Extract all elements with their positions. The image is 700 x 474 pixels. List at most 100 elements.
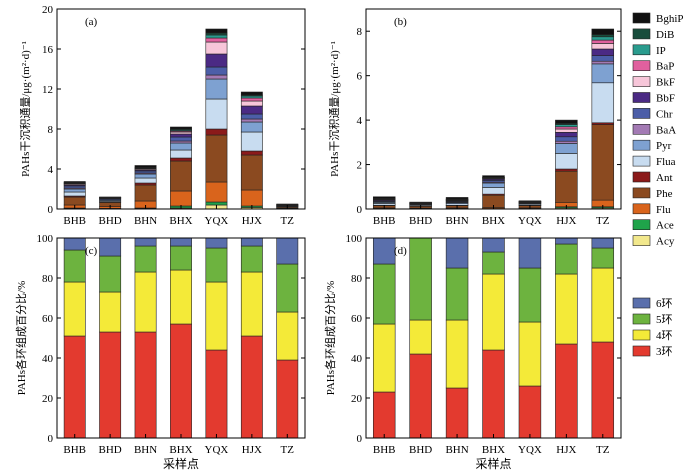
legend-swatch-Ant — [632, 171, 651, 183]
legend-label-BghiP: BghiP — [656, 13, 684, 25]
bar-segment-TZ-BaP — [591, 39, 615, 44]
bar-segment-BHX-Flua — [482, 187, 505, 195]
bar-segment-BHD-5环 — [99, 255, 122, 293]
x-tick-label: HJX — [242, 444, 262, 456]
bar-segment-BHB-3环 — [372, 391, 396, 439]
bar-segment-TZ-3环 — [591, 341, 615, 439]
bar-segment-YQX-Ant — [205, 128, 228, 136]
y-tick-label: 100 — [37, 233, 54, 245]
x-tick-label: TZ — [596, 215, 610, 227]
bar-segment-HJX-Ant — [555, 168, 578, 172]
bar-segment-TZ-5环 — [591, 247, 615, 269]
y-axis-label: PAHs各环组成百分比/% — [14, 281, 28, 396]
bar-segment-HJX-Phe — [555, 170, 578, 203]
bar-segment-YQX-Flu — [205, 181, 228, 203]
bar-segment-YQX-Phe — [205, 134, 228, 183]
bar-segment-BHB-Chr — [63, 185, 86, 189]
bar-segment-YQX-BbF — [205, 53, 228, 68]
bar-segment-HJX-Flu — [240, 189, 263, 207]
bar-segment-BHX-Chr — [170, 136, 192, 142]
bar-segment-BHN-3环 — [445, 387, 469, 439]
y-tick-label: 60 — [351, 313, 363, 325]
bar-segment-TZ-5环 — [276, 263, 299, 313]
x-tick-label: BHX — [169, 444, 192, 456]
y-tick-label: 0 — [48, 204, 54, 216]
y-tick-label: 8 — [48, 124, 54, 136]
legend-swatch-DiB — [632, 28, 651, 40]
y-tick-label: 20 — [351, 393, 363, 405]
legend-label-ring-3: 3环 — [656, 346, 673, 358]
x-tick-label: YQX — [518, 444, 542, 456]
bar-segment-HJX-3环 — [240, 335, 263, 439]
bar-segment-TZ-IP — [591, 36, 615, 41]
bar-segment-BHB-BghiP — [372, 196, 396, 199]
legend-label-Acy: Acy — [656, 236, 675, 248]
x-tick-label: TZ — [281, 215, 295, 227]
x-tick-label: BHX — [482, 444, 505, 456]
panel-label: (c) — [85, 245, 98, 257]
legend-swatch-Flua — [632, 155, 651, 167]
legend-rings: 6环 5环 4环 3环 — [632, 297, 673, 358]
panel-label: (d) — [394, 245, 407, 257]
bar-segment-BHX-Pyr — [482, 182, 505, 188]
bar-segment-HJX-Chr — [555, 136, 578, 142]
legend-label-Chr: Chr — [656, 108, 673, 120]
legend-label-Flua: Flua — [656, 156, 676, 168]
bar-segment-BHX-BbF — [170, 133, 192, 138]
bar-segment-BHD-5环 — [409, 237, 432, 321]
bar-segment-YQX-Chr — [205, 66, 228, 76]
bar-segment-BHX-Flu — [170, 190, 192, 207]
x-tick-label: BHD — [99, 215, 122, 227]
bar-segment-HJX-Ant — [240, 150, 263, 156]
legend-label-IP: IP — [656, 45, 666, 57]
x-tick-label: BHD — [99, 444, 122, 456]
x-tick-label: BHB — [63, 215, 86, 227]
bar-segment-TZ-DiB — [591, 34, 615, 38]
bar-segment-BHX-Phe — [170, 160, 192, 192]
bar-segment-BHD-4环 — [99, 291, 122, 333]
bar-segment-HJX-5环 — [240, 245, 263, 273]
bar-segment-BHN-Ant — [134, 182, 157, 186]
bar-segment-BHX-6环 — [482, 237, 505, 253]
bar-segment-YQX-BghiP — [518, 200, 542, 202]
x-tick-label: YQX — [205, 444, 229, 456]
y-tick-label: 0 — [48, 433, 54, 445]
bar-segment-BHN-Phe — [134, 184, 157, 202]
y-tick-label: 40 — [42, 353, 54, 365]
bar-segment-BHX-Pyr — [170, 142, 192, 151]
bar-segment-YQX-IP — [205, 34, 228, 39]
legend-swatch-ring-3 — [632, 345, 651, 357]
bar-segment-BHB-5环 — [63, 249, 86, 283]
bar-segment-HJX-BghiP — [240, 91, 263, 96]
bar-segment-BHB-Flua — [63, 191, 86, 197]
x-tick-label: BHB — [373, 215, 396, 227]
panel-label: (b) — [394, 16, 407, 28]
bar-segment-HJX-Pyr — [240, 121, 263, 133]
x-tick-label: BHN — [445, 215, 468, 227]
x-tick-label: BHD — [409, 444, 432, 456]
bar-segment-BHB-Pyr — [63, 188, 86, 193]
legend-swatch-BkF — [632, 76, 651, 87]
legend-swatch-IP — [632, 44, 651, 56]
x-tick-label: BHB — [373, 444, 396, 456]
bar-segment-HJX-IP — [240, 95, 263, 99]
bar-segment-HJX-Flua — [240, 131, 263, 152]
bar-segment-BHN-6环 — [134, 237, 157, 247]
x-tick-label: BHX — [482, 215, 505, 227]
legend-swatch-Acy — [632, 235, 651, 246]
x-tick-label: YQX — [205, 215, 229, 227]
x-tick-label: BHD — [409, 215, 432, 227]
legend-label-BkF: BkF — [656, 77, 675, 89]
bar-segment-HJX-5环 — [555, 243, 578, 275]
bar-segment-HJX-Flua — [555, 153, 578, 170]
chart-panel-d: 0 20 40 60 80 100 BHB BHD BHN BHX YQX HJX TZ (d) PAHs各… — [323, 233, 622, 471]
bar-segment-YQX-Pyr — [205, 78, 228, 100]
legend-label-DiB: DiB — [656, 29, 674, 41]
bar-segment-BHX-5环 — [170, 245, 192, 271]
bar-segment-TZ-BghiP — [591, 28, 615, 35]
x-tick-label: HJX — [556, 215, 576, 227]
x-tick-label: BHX — [169, 215, 192, 227]
legend-swatch-ring-5 — [632, 313, 651, 325]
bar-segment-YQX-4环 — [518, 321, 542, 387]
y-axis-label: PAHs干沉积通量/μg·(m²·d)⁻¹ — [19, 41, 32, 177]
